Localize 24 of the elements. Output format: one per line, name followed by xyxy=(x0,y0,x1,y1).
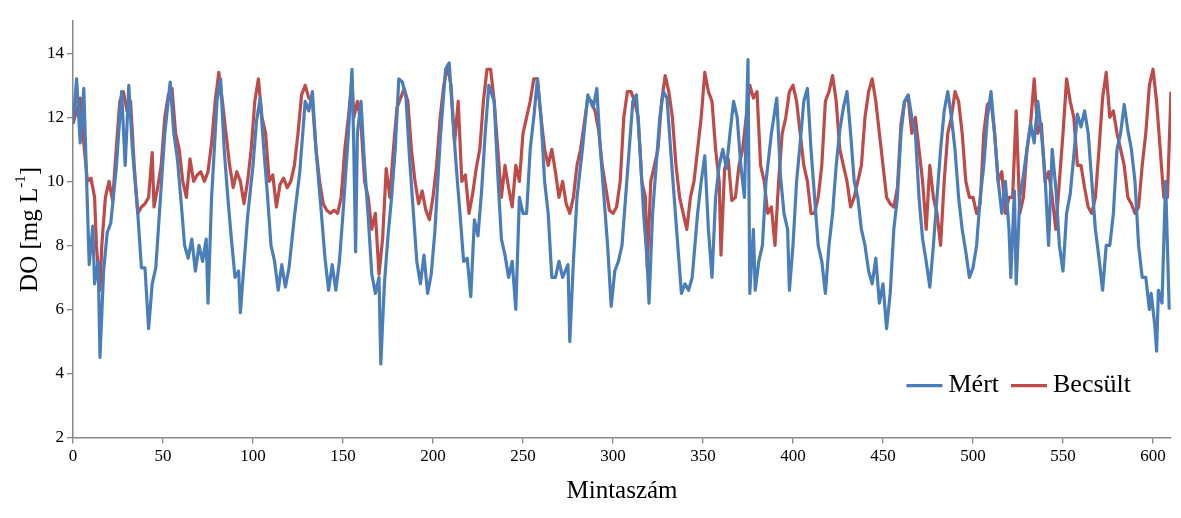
y-tick-label: 8 xyxy=(55,234,64,254)
x-tick-label: 350 xyxy=(690,446,716,466)
x-tick-label: 150 xyxy=(330,446,356,466)
y-tick-label: 2 xyxy=(55,427,64,447)
x-axis-title: Mintaszám xyxy=(566,475,679,503)
x-tick-label: 450 xyxy=(870,446,896,466)
legend-label: Mért xyxy=(948,369,1000,399)
x-tick-label: 400 xyxy=(780,446,806,466)
y-tick-label: 10 xyxy=(47,170,64,190)
y-tick-label: 14 xyxy=(47,42,65,62)
x-tick-label: 250 xyxy=(510,446,536,466)
legend-label: Becsült xyxy=(1053,369,1132,399)
y-tick-label: 4 xyxy=(55,363,65,383)
x-tick-label: 600 xyxy=(1140,446,1166,466)
x-tick-label: 300 xyxy=(600,446,626,466)
y-axis-title: DO [mg L-1] xyxy=(11,166,42,292)
x-tick-label: 0 xyxy=(68,446,78,466)
y-tick-label: 12 xyxy=(47,106,64,126)
x-tick-label: 500 xyxy=(960,446,986,466)
y-tick-label: 6 xyxy=(55,298,64,318)
x-tick-label: 550 xyxy=(1050,446,1076,466)
x-tick-label: 100 xyxy=(240,446,266,466)
x-tick-label: 200 xyxy=(420,446,446,466)
x-tick-label: 50 xyxy=(154,446,172,466)
